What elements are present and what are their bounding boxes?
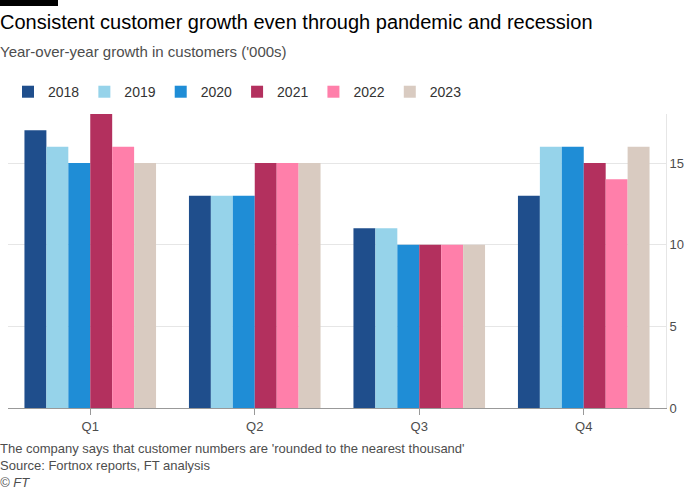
svg-text:2018: 2018: [48, 84, 79, 100]
svg-text:2021: 2021: [277, 84, 308, 100]
svg-text:Q3: Q3: [411, 419, 428, 434]
html-text:Consistent customer growth eve: Consistent customer growth even through …: [0, 11, 593, 33]
svg-text:15: 15: [670, 156, 684, 171]
svg-text:Q1: Q1: [82, 419, 99, 434]
svg-text:2022: 2022: [353, 84, 384, 100]
svg-text:0: 0: [670, 401, 677, 416]
svg-text:2020: 2020: [201, 84, 232, 100]
html-text:© FT: © FT: [0, 475, 30, 490]
svg-text:5: 5: [670, 319, 677, 334]
html-text:Year-over-year growth in custo: Year-over-year growth in customers ('000…: [0, 43, 287, 60]
svg-text:Q2: Q2: [246, 419, 263, 434]
html-text:Source: Fortnox reports, FT an: Source: Fortnox reports, FT analysis: [0, 458, 210, 473]
svg-text:10: 10: [670, 237, 684, 252]
html-text:The company says that customer: The company says that customer numbers a…: [0, 441, 465, 456]
svg-text:2019: 2019: [124, 84, 155, 100]
svg-text:2023: 2023: [430, 84, 461, 100]
svg-text:Q4: Q4: [575, 419, 592, 434]
